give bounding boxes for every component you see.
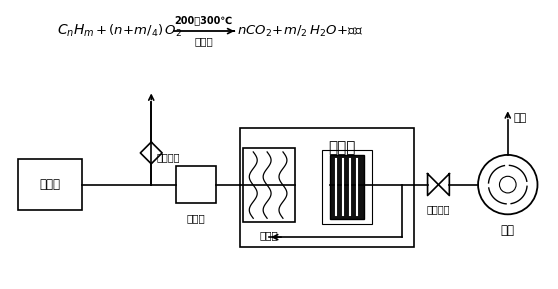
Circle shape bbox=[499, 176, 516, 193]
Text: 阻火器: 阻火器 bbox=[186, 213, 205, 223]
Bar bbox=[17, 159, 82, 210]
Text: $\mathit{C_{n}H_{m}}$: $\mathit{C_{n}H_{m}}$ bbox=[57, 23, 95, 39]
Bar bbox=[240, 128, 413, 247]
Text: 催化室: 催化室 bbox=[328, 140, 355, 155]
Text: $+\,(n\!+\!\mathit{m}/_{4})\,\mathit{O_{2}}$: $+\,(n\!+\!\mathit{m}/_{4})\,\mathit{O_{… bbox=[95, 23, 182, 39]
Text: 200－300℃: 200－300℃ bbox=[175, 15, 233, 25]
Bar bbox=[330, 155, 364, 219]
Text: 换热器: 换热器 bbox=[259, 230, 278, 240]
Bar bbox=[243, 148, 295, 222]
Bar bbox=[321, 150, 372, 224]
Bar bbox=[176, 166, 215, 203]
Text: $\mathit{n}\mathit{CO_{2}}\!+\!\mathit{m}/_{2}\,\mathit{H_{2}O}\!+\!$热量: $\mathit{n}\mathit{CO_{2}}\!+\!\mathit{m… bbox=[237, 23, 364, 39]
Text: 风机: 风机 bbox=[501, 224, 515, 237]
Text: 排空阀门: 排空阀门 bbox=[427, 204, 450, 214]
Text: 排放: 排放 bbox=[514, 113, 527, 123]
Text: 排空阀门: 排空阀门 bbox=[156, 152, 180, 162]
Text: 催化剂: 催化剂 bbox=[194, 36, 213, 46]
Text: 废气源: 废气源 bbox=[39, 178, 60, 191]
